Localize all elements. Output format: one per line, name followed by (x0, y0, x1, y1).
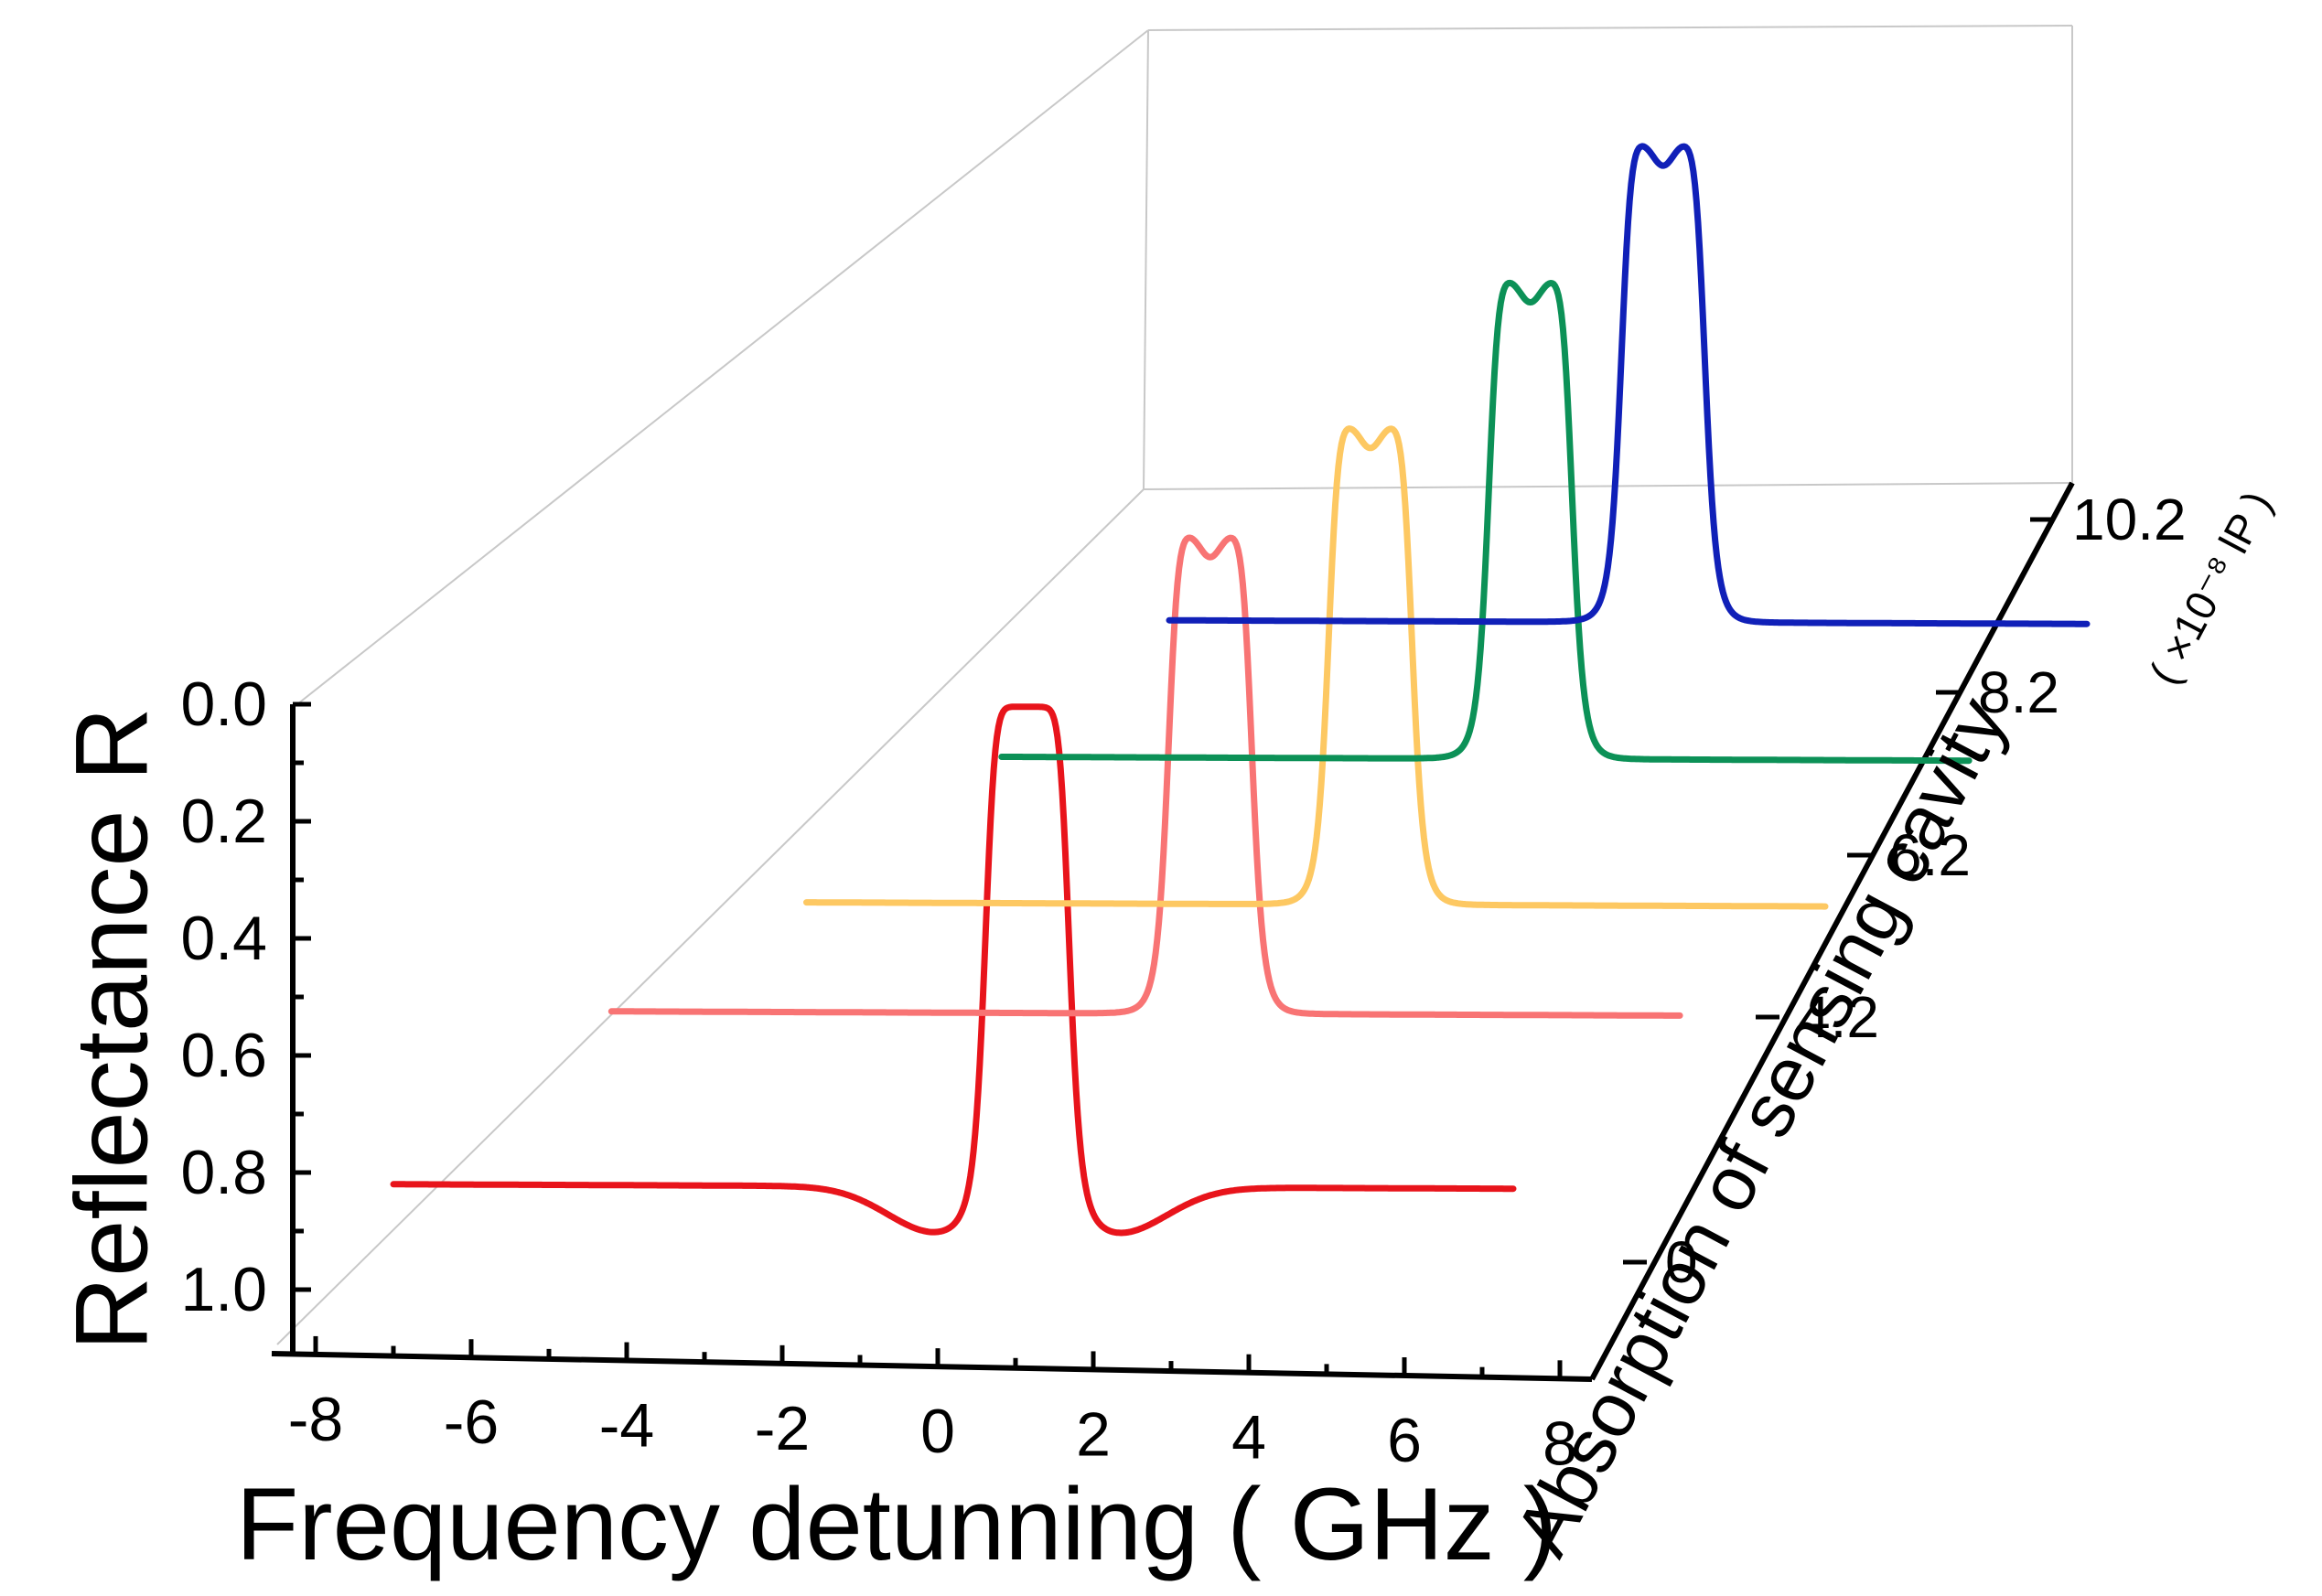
back-wall-bottom (1143, 482, 2073, 490)
z-axis-ticks (1623, 517, 2054, 1265)
z-tick-label-0: 0 (1665, 1229, 1698, 1295)
chart-axes (271, 481, 2075, 1382)
z-axis-line (1589, 481, 2075, 1381)
x-tick-label-0: -8 (288, 1385, 343, 1454)
z-tick-label-2: 6.2 (1889, 822, 1971, 888)
chart-box-edges (276, 25, 2073, 1345)
x-tick-label-3: -2 (755, 1394, 810, 1463)
x-tick-labels: -8 -6 -4 -2 0 2 4 6 8 (288, 1385, 1577, 1478)
y-tick-label-0: 0.0 (180, 669, 267, 739)
y-axis-title: Reflectance R (55, 707, 169, 1350)
y-tick-labels: 0.0 0.2 0.4 0.6 0.8 1.0 (180, 669, 267, 1324)
series-line-6-2 (803, 425, 1829, 910)
y-tick-label-5: 1.0 (180, 1255, 267, 1324)
x-tick-label-7: 6 (1387, 1406, 1422, 1475)
z-axis-title: Absorption of sensing cavity (1498, 684, 2023, 1569)
z-tick-label-4: 10.2 (2072, 487, 2187, 552)
x-tick-label-2: -4 (599, 1391, 654, 1461)
back-wall-left (1143, 29, 1149, 490)
x-tick-label-8: 8 (1543, 1409, 1577, 1478)
series-line-4-2 (607, 534, 1683, 1019)
x-axis-ticks (313, 1335, 1563, 1381)
x-tick-label-1: -6 (444, 1387, 499, 1457)
z-tick-label-3: 8.2 (1978, 659, 2059, 725)
x-axis-line (271, 1351, 1593, 1382)
box-edge-top (296, 29, 1149, 705)
series-line-10-2 (1166, 143, 2091, 627)
series-group (390, 143, 2091, 1237)
y-tick-label-2: 0.4 (180, 904, 267, 973)
x-tick-label-4: 0 (920, 1397, 955, 1466)
x-axis-title: Frequency detunning ( GHz ) (236, 1467, 1557, 1581)
z-tick-label-1: 4.2 (1798, 984, 1879, 1050)
y-tick-label-1: 0.2 (180, 787, 267, 856)
x-tick-label-6: 4 (1231, 1403, 1266, 1473)
y-tick-label-4: 0.8 (180, 1138, 267, 1207)
y-axis-ticks (293, 702, 311, 1292)
x-tick-label-5: 2 (1076, 1399, 1111, 1469)
back-wall-top (1147, 25, 2073, 31)
series-line-0 (390, 703, 1517, 1237)
y-tick-label-3: 0.6 (180, 1021, 267, 1090)
series-line-8-2 (998, 279, 1973, 765)
z-tick-labels: 0 4.2 6.2 8.2 10.2 (1665, 487, 2187, 1295)
box-edge-bottom (276, 488, 1145, 1345)
